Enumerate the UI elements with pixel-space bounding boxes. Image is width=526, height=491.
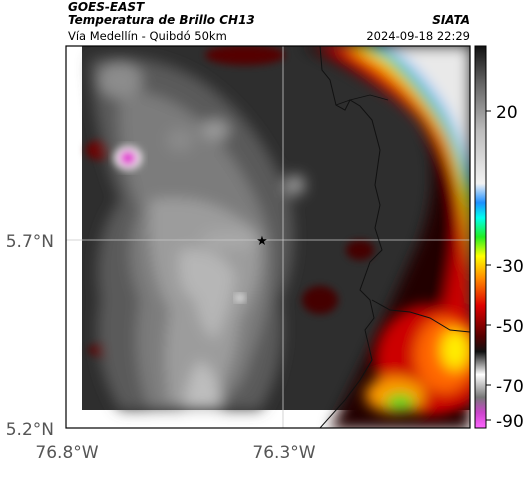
colorbar-tick-minus-70: -70	[496, 377, 524, 397]
lat-label-5.7: 5.7°N	[6, 232, 54, 252]
location-marker-star: ★	[256, 234, 268, 249]
border-line	[319, 46, 383, 428]
colorbar-tick-20: 20	[496, 103, 518, 123]
route-label: Vía Medellín - Quibdó 50km	[68, 29, 227, 43]
longitude-labels: 76.8°W 76.3°W	[35, 443, 315, 463]
brightness-field: ★	[66, 46, 470, 428]
timestamp-label: 2024-09-18 22:29	[366, 29, 470, 43]
lat-label-5.2: 5.2°N	[6, 420, 54, 440]
colorbar: 20 -30 -50 -70 -90	[474, 45, 524, 432]
colorbar-tick-minus-30: -30	[496, 257, 524, 277]
colorbar-scale	[474, 45, 487, 429]
product-title: Temperatura de Brillo CH13	[68, 13, 255, 27]
colorbar-tick-minus-50: -50	[496, 317, 524, 337]
latitude-labels: 5.7°N 5.2°N	[6, 232, 54, 440]
organization-label: SIATA	[432, 13, 470, 27]
lon-label-76.8: 76.8°W	[35, 443, 98, 463]
department-line	[371, 299, 470, 333]
satellite-title: GOES-EAST	[68, 0, 145, 14]
lon-label-76.3: 76.3°W	[252, 443, 315, 463]
colorbar-tick-minus-90: -90	[496, 412, 524, 432]
